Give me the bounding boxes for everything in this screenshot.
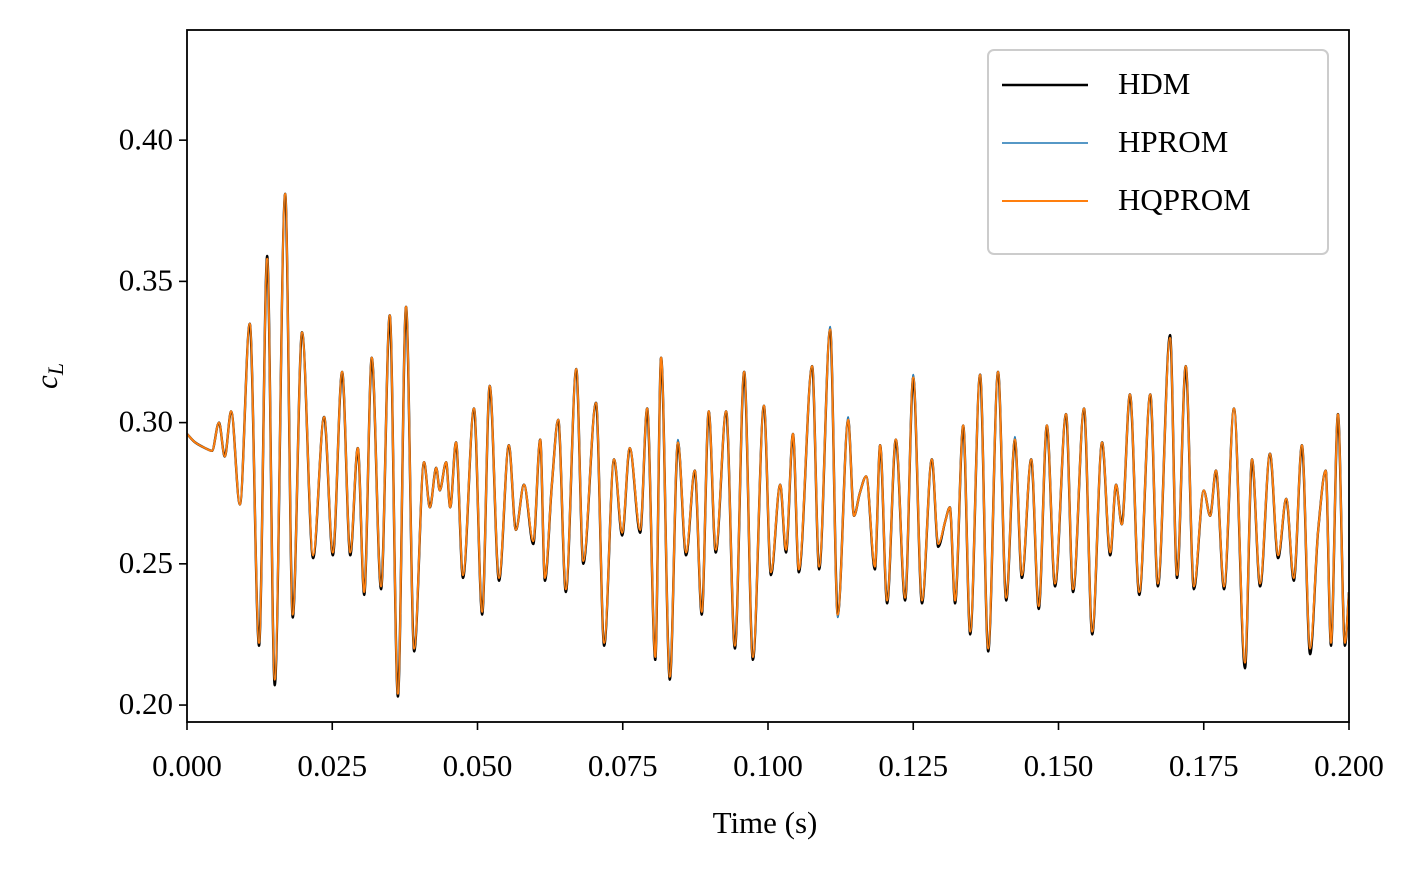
legend-label: HPROM — [1118, 124, 1228, 159]
y-tick-label: 0.20 — [119, 686, 173, 721]
x-tick-label: 0.125 — [878, 748, 948, 783]
series-line — [187, 192, 1349, 695]
x-tick-label: 0.100 — [733, 748, 803, 783]
legend-box — [987, 49, 1329, 255]
x-tick-label: 0.200 — [1314, 748, 1384, 783]
y-tick-label: 0.40 — [119, 121, 173, 156]
x-tick-label: 0.050 — [443, 748, 513, 783]
legend-label: HQPROM — [1118, 182, 1251, 217]
plot-frame — [186, 29, 1350, 723]
x-axis-label: Time (s) — [713, 805, 818, 840]
y-tick-label: 0.30 — [119, 404, 173, 439]
y-axis-label-subscript: L — [43, 363, 68, 376]
y-axis-label-base: c — [29, 375, 64, 389]
x-tick-label: 0.000 — [152, 748, 222, 783]
x-tick-label: 0.025 — [297, 748, 367, 783]
legend-label: HDM — [1118, 66, 1190, 101]
x-tick-label: 0.175 — [1169, 748, 1239, 783]
y-axis-label: cL — [29, 363, 68, 389]
y-tick-label: 0.35 — [119, 262, 173, 297]
x-tick-label: 0.150 — [1024, 748, 1094, 783]
y-tick-label: 0.25 — [119, 545, 173, 580]
x-tick-label: 0.075 — [588, 748, 658, 783]
